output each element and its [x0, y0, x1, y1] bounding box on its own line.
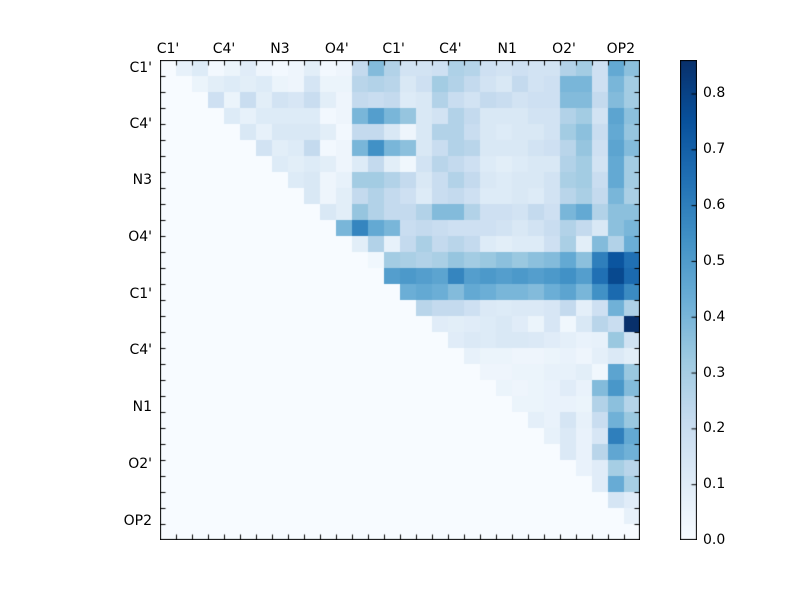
top-axis-label: O4': [324, 41, 349, 57]
colorbar-canvas: [680, 60, 697, 540]
colorbar-tick-label: 0.8: [703, 85, 726, 102]
colorbar-tick-label: 0.3: [703, 364, 726, 381]
colorbar-tick-label: 0.4: [703, 308, 726, 325]
top-axis-label: O2': [552, 41, 576, 57]
top-axis-label: C4': [439, 41, 462, 57]
colorbar-tick-label: 0.5: [703, 252, 726, 269]
top-axis-label: C4': [212, 41, 236, 57]
colorbar-tick-label: 0.7: [703, 141, 726, 158]
left-axis-label: C1': [129, 285, 152, 302]
top-axis-label: N3: [270, 41, 290, 57]
left-axis-label: N1: [132, 399, 152, 416]
left-axis-label: C4': [129, 342, 152, 359]
top-axis-label: C1': [156, 41, 180, 57]
top-axis-label: N1: [497, 41, 517, 57]
colorbar-tick-label: 0.1: [703, 476, 726, 493]
left-axis-label: OP2: [123, 512, 152, 529]
top-axis-label: OP2: [606, 41, 635, 57]
colorbar-tick-label: 0.6: [703, 197, 726, 214]
left-axis-label: C4': [129, 116, 152, 132]
left-axis-label: O4': [128, 228, 152, 245]
colorbar-tick-label: 0.2: [703, 420, 726, 437]
heatmap-canvas: [160, 60, 640, 540]
left-axis-label: O2': [128, 456, 152, 472]
left-axis-label: C1': [129, 60, 152, 76]
top-axis-label: C1': [382, 41, 405, 57]
colorbar-tick-label: 0.0: [703, 532, 726, 548]
left-axis-label: N3: [132, 172, 152, 188]
